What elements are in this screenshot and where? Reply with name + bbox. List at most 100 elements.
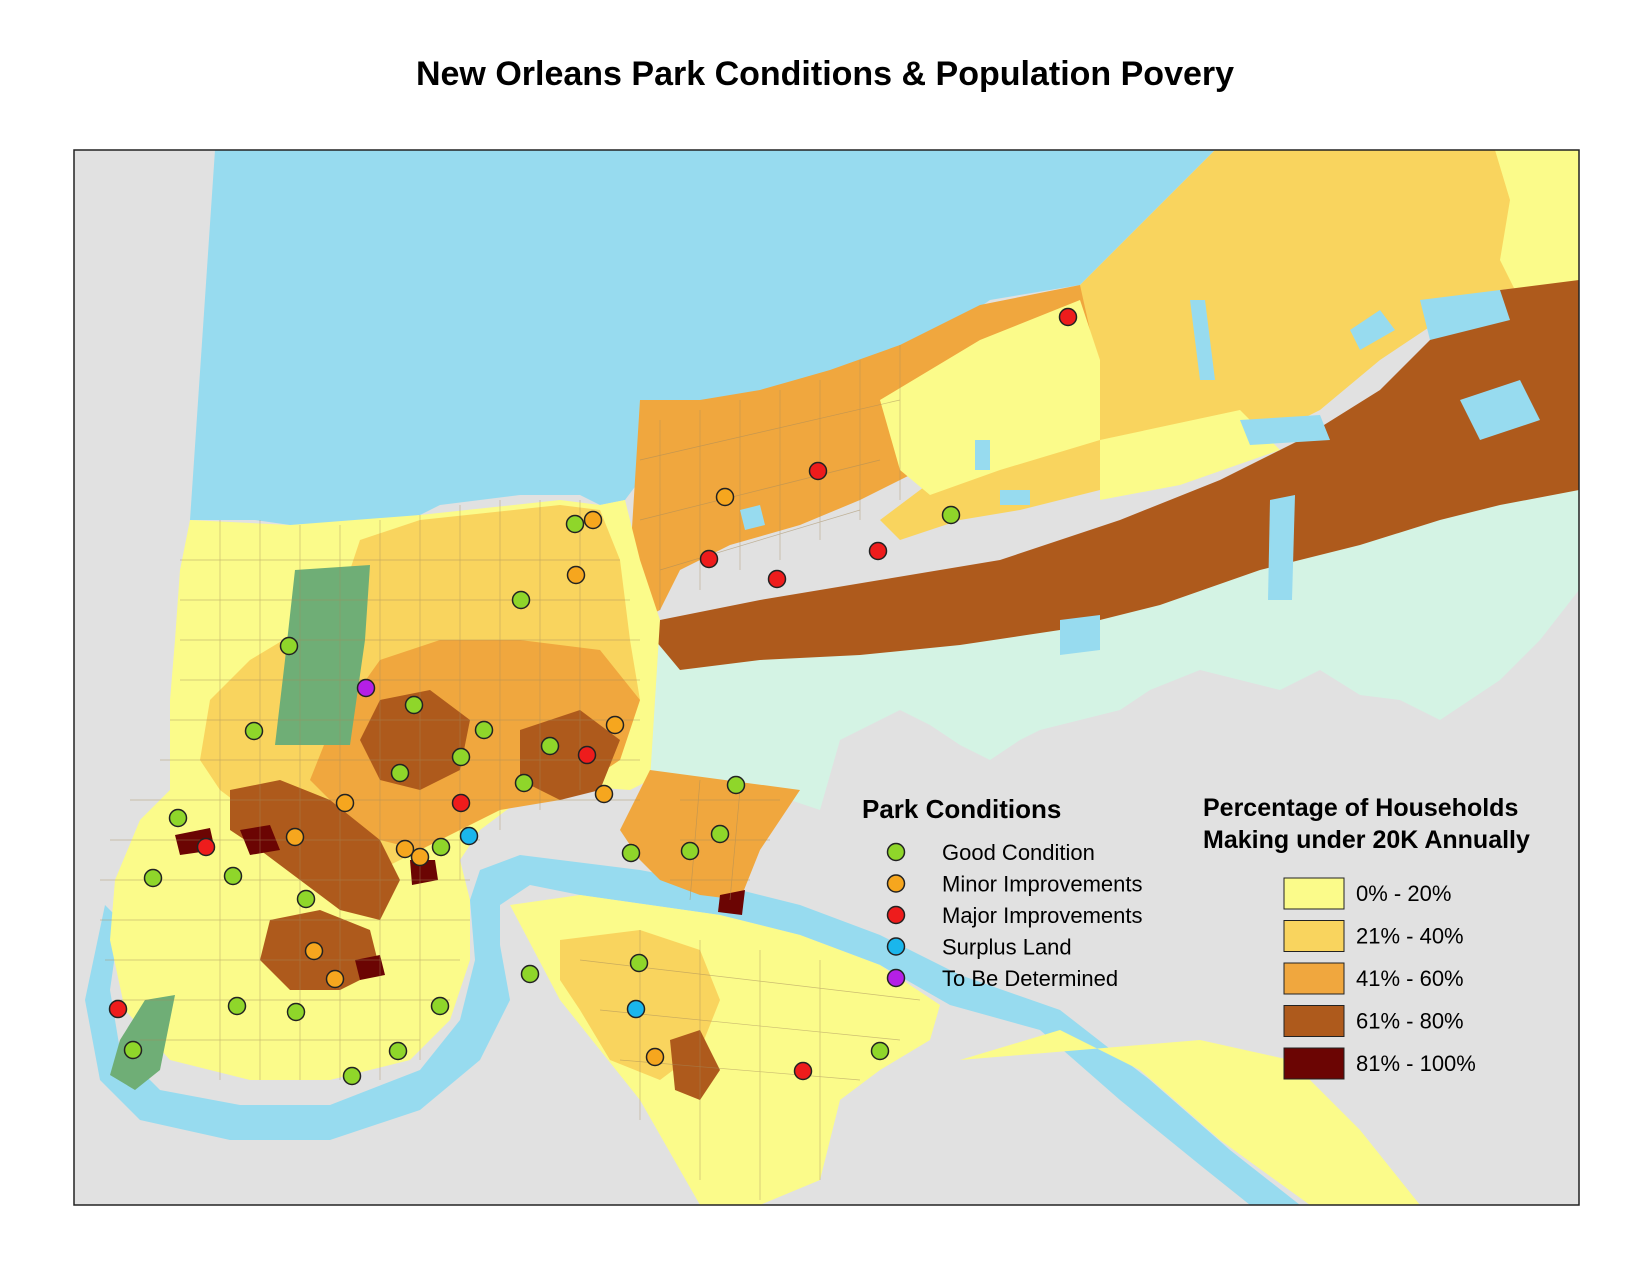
- park-legend-label: Good Condition: [942, 840, 1095, 865]
- gentilly-yellow: [880, 300, 1100, 495]
- park-marker-good-condition[interactable]: [514, 773, 534, 793]
- poverty-legend: Percentage of Households Making under 20…: [1203, 794, 1530, 1080]
- park-marker-minor-improvements[interactable]: [715, 487, 735, 507]
- park-marker-good-condition[interactable]: [511, 590, 531, 610]
- park-marker-minor-improvements[interactable]: [566, 565, 586, 585]
- park-marker-minor-improvements[interactable]: [325, 969, 345, 989]
- poverty-legend-label: 21% - 40%: [1356, 924, 1464, 949]
- park-marker-good-condition[interactable]: [565, 514, 585, 534]
- park-marker-good-condition[interactable]: [726, 775, 746, 795]
- city-park: [275, 565, 370, 745]
- park-marker-good-condition[interactable]: [388, 1041, 408, 1061]
- park-legend-swatch: [886, 905, 906, 925]
- bywater-land: [620, 770, 800, 900]
- park-marker-major-improvements[interactable]: [1058, 307, 1078, 327]
- park-marker-minor-improvements[interactable]: [594, 784, 614, 804]
- park-marker-major-improvements[interactable]: [577, 745, 597, 765]
- poverty-legend-label: 61% - 80%: [1356, 1009, 1464, 1034]
- park-marker-good-condition[interactable]: [710, 824, 730, 844]
- park-marker-good-condition[interactable]: [629, 953, 649, 973]
- park-marker-good-condition[interactable]: [279, 636, 299, 656]
- park-marker-minor-improvements[interactable]: [304, 941, 324, 961]
- park-marker-good-condition[interactable]: [431, 837, 451, 857]
- park-marker-major-improvements[interactable]: [196, 837, 216, 857]
- lake-pontchartrain: [190, 150, 1215, 525]
- dark-tract-3: [410, 860, 438, 885]
- park-marker-good-condition[interactable]: [244, 721, 264, 741]
- park-marker-minor-improvements[interactable]: [605, 715, 625, 735]
- park-legend-swatch: [886, 874, 906, 893]
- algiers-brown: [670, 1030, 720, 1100]
- park-marker-minor-improvements[interactable]: [583, 510, 603, 530]
- park-legend-swatch: [886, 968, 906, 988]
- park-marker-major-improvements[interactable]: [793, 1061, 813, 1081]
- park-marker-good-condition[interactable]: [451, 747, 471, 767]
- park-marker-good-condition[interactable]: [123, 1040, 143, 1060]
- poverty-legend-title-line1: Percentage of Households: [1203, 794, 1518, 822]
- park-legend-label: Surplus Land: [942, 935, 1072, 960]
- mississippi-river: [85, 855, 1300, 1205]
- park-legend-swatch: [886, 937, 906, 956]
- east-water-features: [740, 290, 1540, 655]
- park-marker-good-condition[interactable]: [227, 996, 247, 1016]
- park-marker-good-condition[interactable]: [404, 695, 424, 715]
- park-marker-good-condition[interactable]: [286, 1002, 306, 1022]
- park-marker-to-be-determined[interactable]: [356, 678, 376, 698]
- bywater-dark: [718, 890, 745, 915]
- park-marker-minor-improvements[interactable]: [395, 839, 415, 859]
- park-marker-major-improvements[interactable]: [767, 569, 787, 589]
- map-title: New Orleans Park Conditions & Population…: [415, 55, 1235, 93]
- park-marker-good-condition[interactable]: [296, 889, 316, 909]
- tract-lines: [100, 345, 921, 1200]
- park-marker-good-condition[interactable]: [223, 866, 243, 886]
- poverty-legend-label: 41% - 60%: [1356, 966, 1464, 991]
- poverty-legend-swatch: [1283, 920, 1345, 952]
- poverty-legend-label: 0% - 20%: [1356, 881, 1451, 906]
- park-conditions-legend: Park Conditions Good Condition Minor Impr…: [862, 794, 1143, 991]
- park-marker-good-condition[interactable]: [342, 1066, 362, 1086]
- park-marker-major-improvements[interactable]: [699, 549, 719, 569]
- park-marker-minor-improvements[interactable]: [285, 827, 305, 847]
- map-frame: [73, 149, 1580, 1206]
- east-mid-strip: [1100, 410, 1280, 500]
- park-marker-good-condition[interactable]: [474, 720, 494, 740]
- central-brown-2: [520, 710, 620, 800]
- park-marker-good-condition[interactable]: [680, 841, 700, 861]
- poverty-legend-swatch: [1283, 1005, 1345, 1037]
- park-legend-label: Minor Improvements: [942, 872, 1143, 897]
- westbank-land: [960, 1030, 1420, 1205]
- park-marker-good-condition[interactable]: [870, 1041, 890, 1061]
- park-marker-minor-improvements[interactable]: [335, 793, 355, 813]
- park-marker-minor-improvements[interactable]: [645, 1047, 665, 1067]
- park-marker-major-improvements[interactable]: [451, 793, 471, 813]
- poverty-legend-title-line2: Making under 20K Annually: [1203, 826, 1530, 854]
- park-marker-good-condition[interactable]: [941, 505, 961, 525]
- poverty-legend-swatch: [1283, 962, 1345, 995]
- dark-tract-4: [355, 955, 385, 980]
- park-legend-label: Major Improvements: [942, 903, 1143, 928]
- park-marker-major-improvements[interactable]: [108, 999, 128, 1019]
- poverty-legend-swatch: [1283, 877, 1345, 910]
- map-layers: [74, 150, 1579, 1205]
- central-brown-1: [360, 690, 470, 790]
- park-legend-title: Park Conditions: [862, 794, 1061, 824]
- park-marker-good-condition[interactable]: [390, 763, 410, 783]
- park-marker-good-condition[interactable]: [430, 996, 450, 1016]
- park-legend-label: To Be Determined: [942, 966, 1118, 991]
- park-marker-major-improvements[interactable]: [868, 541, 888, 561]
- park-marker-good-condition[interactable]: [540, 736, 560, 756]
- park-marker-good-condition[interactable]: [143, 868, 163, 888]
- audubon-park: [110, 995, 175, 1090]
- poverty-legend-label: 81% - 100%: [1356, 1051, 1476, 1076]
- park-marker-surplus-land[interactable]: [459, 826, 479, 846]
- park-marker-good-condition[interactable]: [520, 964, 540, 984]
- park-marker-minor-improvements[interactable]: [410, 847, 430, 867]
- central-brown-3: [230, 780, 400, 920]
- park-markers: [108, 307, 1078, 1086]
- park-marker-surplus-land[interactable]: [626, 999, 646, 1019]
- park-legend-swatch: [886, 842, 906, 862]
- park-marker-good-condition[interactable]: [621, 843, 641, 863]
- park-marker-major-improvements[interactable]: [808, 461, 828, 481]
- park-marker-good-condition[interactable]: [168, 808, 188, 828]
